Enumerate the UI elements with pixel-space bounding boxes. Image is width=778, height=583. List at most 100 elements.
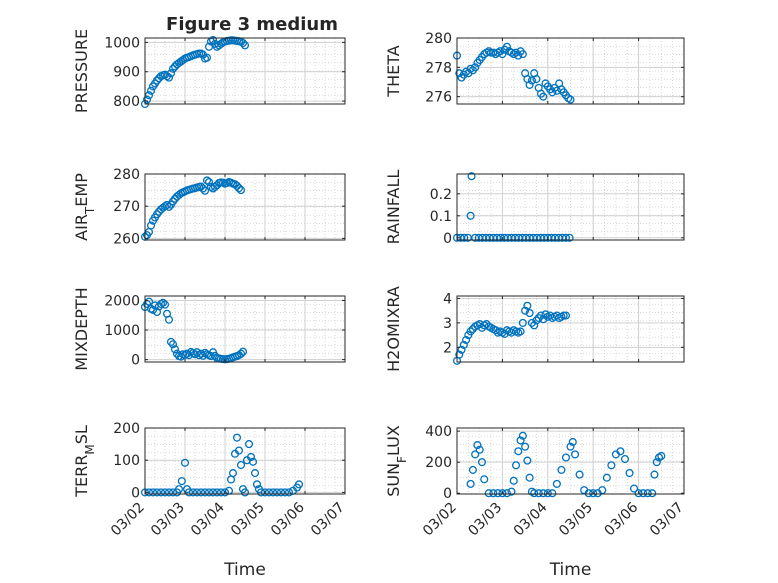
data-point (234, 184, 244, 193)
data-point (202, 176, 212, 185)
axes-box (144, 295, 346, 363)
y-tick-label: 0 (131, 485, 140, 501)
data-point (511, 461, 521, 470)
data-point (516, 327, 525, 336)
data-point (198, 184, 208, 193)
data-point (158, 298, 168, 307)
data-point (174, 190, 184, 199)
data-point (561, 233, 571, 242)
data-point (530, 321, 539, 330)
data-point (523, 456, 532, 465)
data-point (473, 441, 482, 450)
data-point (530, 489, 539, 498)
data-point (516, 436, 525, 445)
data-point (220, 488, 230, 497)
y-tick-label: 100 (113, 453, 140, 469)
subplot-3: 260 270 280 AIRTEMP (72, 167, 346, 247)
data-point (523, 301, 532, 310)
data-point (455, 350, 464, 359)
data-point (539, 92, 548, 101)
data-point (643, 489, 652, 498)
y-tick-label: 800 (113, 94, 140, 110)
data-point (160, 488, 170, 497)
data-point (148, 488, 158, 497)
data-point (240, 488, 250, 497)
y-tick-label: 0 (131, 353, 140, 369)
data-point (477, 458, 487, 467)
data-point (539, 315, 548, 324)
y-tick-label: 0.1 (430, 209, 452, 225)
data-point (164, 488, 174, 497)
data-point (539, 489, 548, 498)
y-tick-label: 276 (425, 90, 452, 106)
data-point (280, 488, 290, 497)
data-point (250, 469, 260, 478)
x-tick-label: 03/03 (148, 500, 188, 540)
data-point (534, 489, 543, 498)
y-tick-label: 280 (425, 31, 452, 47)
data-point (228, 469, 238, 478)
data-point (146, 221, 156, 230)
data-point (234, 446, 244, 455)
subplot-7: 0 100 200 03/02 03/03 03/04 03/05 03/06 03/07 TER… (72, 421, 348, 580)
data-point (182, 349, 192, 358)
subplot-4: 0 0.1 0.2 RAINFALL (384, 170, 685, 247)
data-point (534, 313, 543, 323)
data-point (471, 450, 480, 459)
x-tick-label: 03/07 (647, 500, 687, 540)
data-point (168, 64, 178, 73)
y-tick-label: 280 (113, 167, 140, 183)
data-point (294, 480, 304, 489)
data-point (475, 445, 484, 454)
data-point (518, 50, 527, 59)
data-point (484, 489, 493, 498)
data-point (162, 200, 172, 209)
data-point (657, 451, 666, 461)
data-point (276, 488, 286, 497)
data-point (272, 488, 282, 497)
data-point (192, 488, 202, 497)
x-axis-label: Time (223, 560, 266, 580)
data-point (164, 315, 174, 324)
data-point (507, 487, 516, 496)
data-point (200, 186, 210, 195)
y-tick-label: 1000 (104, 35, 140, 51)
data-point (244, 440, 254, 449)
data-point (457, 345, 466, 354)
y-tick-label: 1000 (104, 323, 140, 339)
y-axis-label: AIRTEMP (72, 173, 97, 241)
data-point (639, 489, 648, 498)
data-point (152, 76, 162, 85)
data-point (166, 337, 176, 346)
data-point (566, 442, 575, 451)
y-tick-label: 270 (113, 199, 140, 215)
axes-box (456, 295, 685, 363)
data-point (589, 489, 598, 498)
data-point (459, 340, 468, 349)
data-point (498, 489, 507, 498)
y-tick-label: 400 (425, 424, 452, 440)
y-axis-label: H2OMIXRA (384, 286, 403, 372)
data-point (236, 460, 246, 470)
data-point (502, 42, 511, 51)
x-tick-label: 03/06 (602, 499, 642, 539)
data-point (602, 473, 611, 482)
data-point (248, 457, 258, 466)
data-point (552, 479, 561, 488)
data-point (174, 485, 184, 494)
data-point (527, 76, 536, 85)
data-point (460, 233, 469, 242)
data-point (148, 305, 158, 314)
data-point (184, 488, 194, 497)
data-point (650, 470, 659, 479)
data-point (204, 178, 214, 187)
axes-box (144, 427, 346, 495)
data-point (236, 186, 246, 195)
data-point (144, 91, 154, 100)
data-point (616, 447, 625, 456)
data-point (570, 450, 580, 459)
data-point (527, 318, 536, 327)
data-point (168, 340, 178, 349)
data-point (256, 488, 266, 497)
data-point (532, 75, 541, 84)
